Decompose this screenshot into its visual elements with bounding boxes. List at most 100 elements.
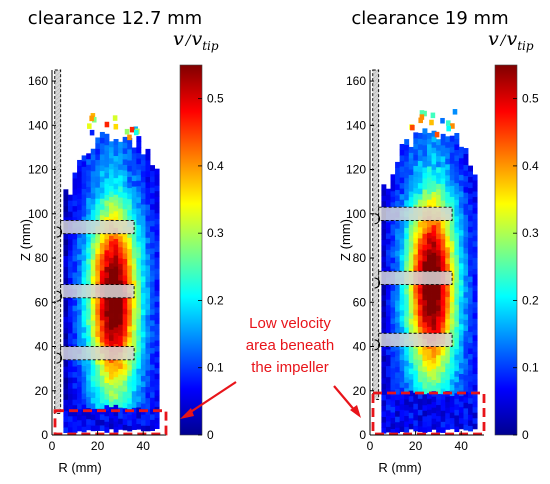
heatmap-cell: [131, 197, 137, 204]
heatmap-cell: [150, 364, 155, 371]
impeller-blade: [378, 332, 453, 347]
heatmap-cell: [77, 314, 83, 321]
heatmap-cell: [86, 274, 92, 281]
heatmap-cell: [136, 390, 142, 397]
heatmap-cell: [463, 214, 469, 221]
heatmap-cell: [90, 425, 96, 432]
heatmap-cell: [129, 126, 135, 133]
heatmap-cell: [427, 287, 432, 294]
heatmap-cell: [127, 276, 133, 283]
heatmap-cell: [431, 396, 437, 403]
heatmap-cell: [395, 416, 401, 423]
heatmap-cell: [390, 423, 396, 430]
impeller-overlay: [53, 69, 168, 436]
heatmap-cell: [72, 421, 78, 428]
heatmap-cell: [150, 408, 155, 415]
heatmap-cell: [385, 188, 391, 195]
heatmap-cell: [86, 175, 92, 182]
heatmap-cell: [422, 305, 428, 312]
heatmap-cell: [404, 155, 410, 162]
heatmap-cell: [150, 425, 155, 431]
heatmap-cell: [145, 265, 151, 271]
heatmap-cell: [90, 170, 96, 177]
heatmap-cell: [109, 274, 114, 280]
heatmap-cell: [118, 269, 124, 275]
heatmap-cell: [104, 399, 110, 406]
heatmap-cell: [436, 382, 442, 389]
heatmap-cell: [454, 309, 460, 316]
heatmap-cell: [81, 177, 87, 184]
heatmap-cell: [454, 149, 460, 156]
heatmap-cell: [417, 293, 423, 300]
heatmap-cell: [150, 237, 155, 243]
heatmap-cell: [140, 392, 146, 399]
heatmap-cell: [136, 219, 142, 225]
heatmap-cell: [472, 240, 478, 247]
heatmap-cell: [118, 357, 124, 364]
heatmap-cell: [150, 358, 155, 365]
heatmap-cell: [436, 260, 442, 267]
heatmap-cell: [63, 211, 69, 218]
heatmap-cell: [99, 425, 105, 431]
heatmap-cell: [99, 209, 105, 216]
heatmap-cell: [458, 268, 464, 275]
heatmap-cell: [417, 348, 423, 355]
heatmap-cell: [390, 174, 396, 181]
heatmap-cell: [445, 313, 451, 320]
heatmap-cell: [404, 382, 410, 389]
heatmap-cell: [77, 209, 83, 216]
heatmap-cell: [436, 376, 442, 383]
heatmap-cell: [390, 251, 396, 258]
heatmap-cell: [440, 355, 446, 362]
heatmap-cell: [468, 220, 473, 227]
heatmap-cell: [390, 301, 396, 308]
heatmap-cell: [399, 160, 405, 167]
heatmap-cell: [385, 365, 391, 372]
heatmap-cell: [95, 154, 101, 160]
heatmap-cell: [154, 423, 160, 429]
heatmap-cell: [440, 344, 446, 350]
heatmap-cell: [136, 324, 142, 331]
heatmap-cell: [113, 382, 119, 389]
heatmap-cell: [150, 319, 155, 326]
y-axis-label: Z (mm): [18, 219, 33, 261]
heatmap-cell: [81, 343, 87, 350]
heatmap-cell: [454, 365, 460, 372]
heatmap-cell: [140, 336, 146, 343]
heatmap-cell: [140, 270, 146, 277]
heatmap-cell: [449, 224, 455, 231]
heatmap-cell: [109, 191, 114, 198]
heatmap-cell: [113, 238, 119, 245]
heatmap-cell: [90, 192, 96, 199]
y-tick-label: 100: [346, 207, 366, 221]
heatmap-cell: [449, 218, 455, 225]
heatmap-cell: [440, 388, 446, 395]
heatmap-cell: [404, 299, 410, 306]
heatmap-cell: [449, 384, 455, 391]
heatmap-cell: [472, 251, 478, 258]
heatmap-cell: [445, 374, 451, 381]
heatmap-cell: [77, 414, 83, 421]
heatmap-cell: [122, 170, 128, 177]
heatmap-cell: [95, 308, 101, 315]
x-tick-label: 0: [49, 439, 56, 453]
heatmap-cell: [136, 302, 142, 308]
heatmap-cell: [445, 324, 451, 331]
heatmap-cell: [408, 185, 414, 192]
heatmap-cell: [136, 268, 142, 275]
heatmap-cell: [140, 237, 146, 244]
heatmap-cell: [385, 227, 391, 234]
heatmap-cells: [63, 113, 160, 434]
heatmap-cell: [463, 330, 469, 337]
heatmap-cell: [454, 210, 460, 217]
heatmap-cell: [458, 168, 464, 175]
heatmap-cell: [118, 418, 124, 425]
heatmap-cell: [440, 294, 446, 301]
heatmap-cell: [154, 295, 160, 302]
heatmap-cell: [154, 284, 160, 291]
heatmap-cell: [113, 166, 119, 173]
heatmap-cell: [127, 198, 133, 205]
heatmap-cell: [408, 423, 414, 430]
heatmap-cell: [417, 260, 423, 267]
heatmap-cell: [422, 133, 428, 140]
